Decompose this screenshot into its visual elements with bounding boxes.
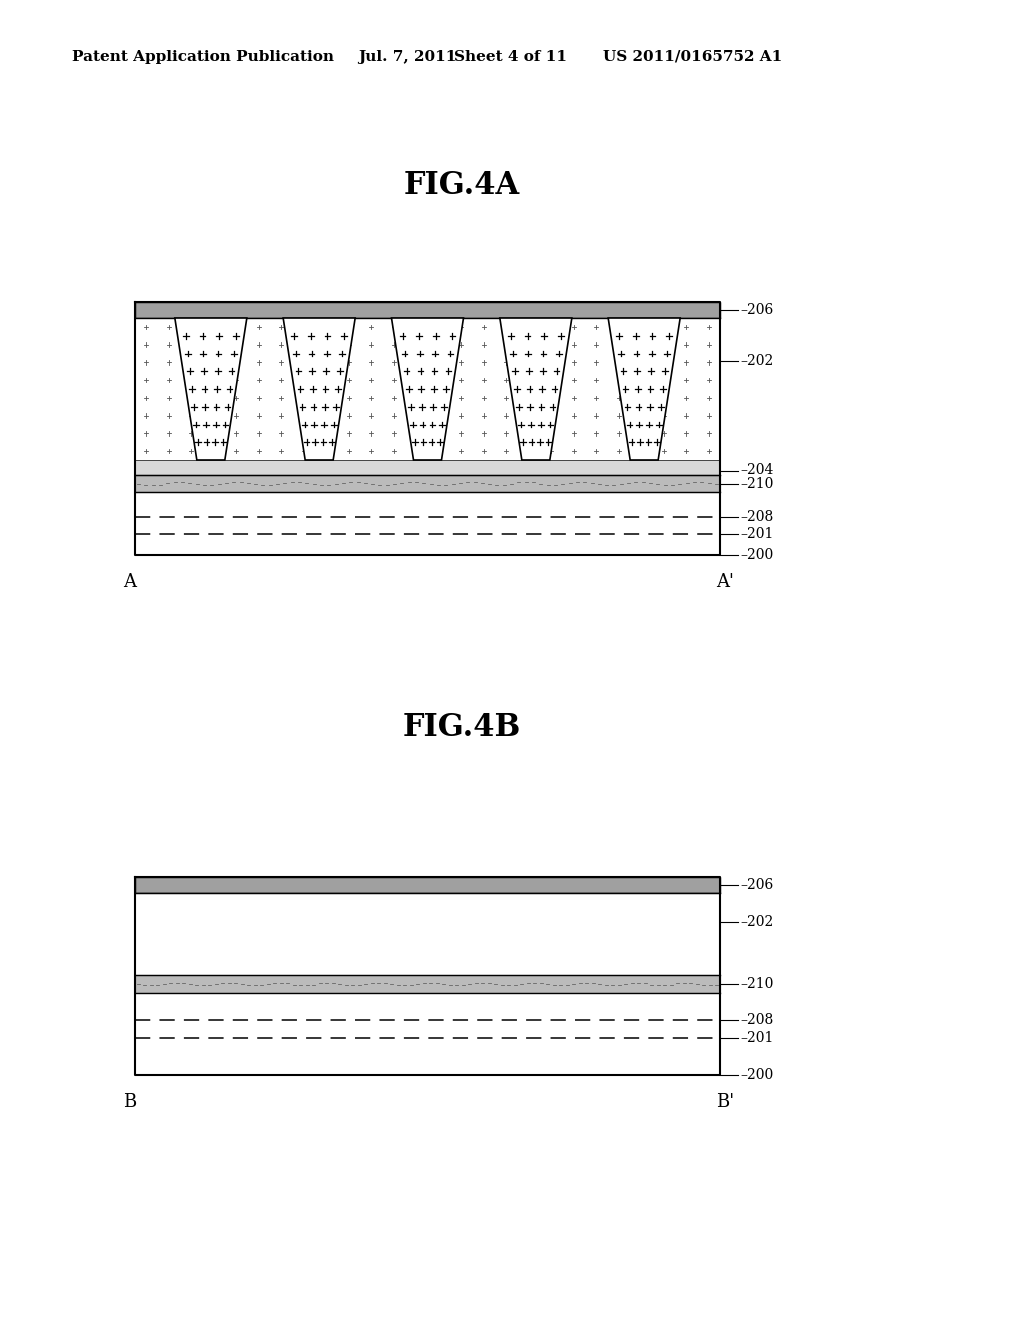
Text: B': B' [716,1093,734,1111]
Text: B: B [123,1093,136,1111]
Text: –202: –202 [740,915,773,929]
Text: –201: –201 [740,1031,773,1045]
Bar [135,492,720,554]
Polygon shape [608,318,680,459]
Text: –208: –208 [740,1012,773,1027]
Text: –202: –202 [740,354,773,367]
Text: –206: –206 [740,878,773,892]
Text: Patent Application Publication: Patent Application Publication [72,50,334,63]
Polygon shape [391,318,464,459]
Text: US 2011/0165752 A1: US 2011/0165752 A1 [603,50,782,63]
Text: –200: –200 [740,548,773,562]
Text: –208: –208 [740,510,773,524]
Bar [135,459,720,475]
Text: Jul. 7, 2011: Jul. 7, 2011 [358,50,457,63]
Polygon shape [175,318,247,459]
Text: A: A [124,573,136,591]
Bar [135,302,720,318]
Bar [135,876,720,894]
Text: FIG.4B: FIG.4B [402,713,521,743]
Text: –200: –200 [740,1068,773,1082]
Text: Sheet 4 of 11: Sheet 4 of 11 [454,50,567,63]
Text: –210: –210 [740,977,773,991]
Text: –204: –204 [740,463,773,478]
Text: –206: –206 [740,304,773,317]
Polygon shape [284,318,355,459]
Polygon shape [500,318,571,459]
Bar [135,975,720,993]
Text: A': A' [716,573,734,591]
Text: FIG.4A: FIG.4A [403,169,520,201]
Bar [135,894,720,975]
Bar [135,475,720,492]
Bar [135,993,720,1074]
Text: –210: –210 [740,477,773,491]
Bar [135,318,720,459]
Text: –201: –201 [740,527,773,541]
